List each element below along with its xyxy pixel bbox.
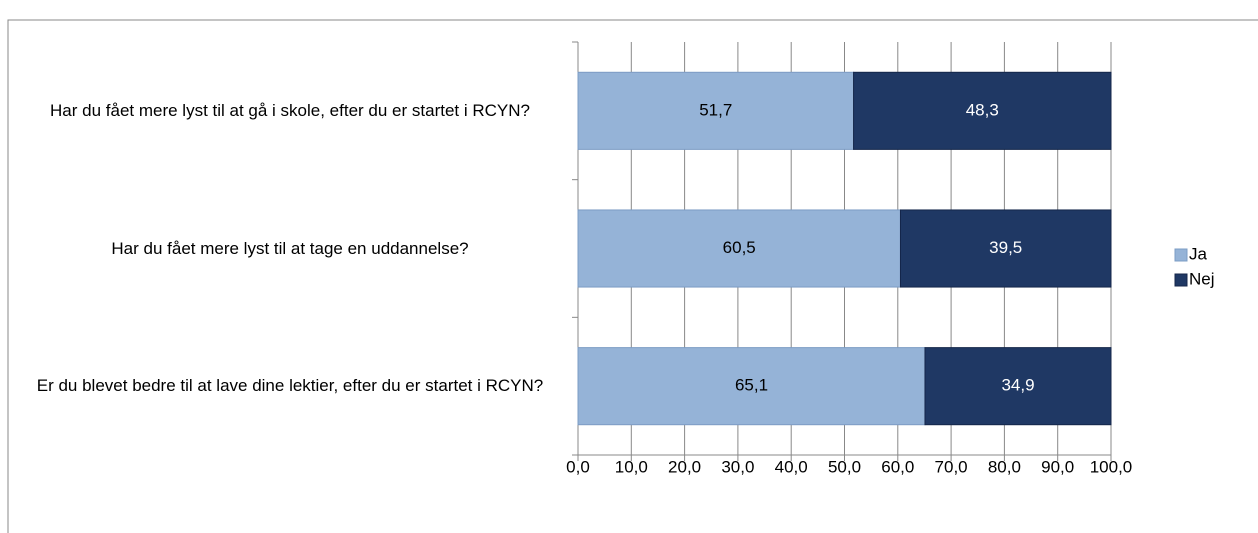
legend-swatch [1174, 273, 1188, 287]
bar [899, 209, 1112, 288]
x-tick-label: 20,0 [668, 457, 701, 476]
legend-label: Nej [1189, 269, 1215, 288]
bar-label: 65,1 [735, 376, 768, 395]
bar [577, 71, 855, 150]
bar-label: 39,5 [989, 238, 1022, 257]
x-tick-label: 100,0 [1090, 457, 1133, 476]
bar-label: 34,9 [1001, 376, 1034, 395]
legend-label: Ja [1189, 244, 1208, 263]
x-tick-label: 10,0 [615, 457, 648, 476]
y-tick-label: Har du fået mere lyst til at gå i skole,… [50, 100, 530, 120]
bar-label: 48,3 [966, 100, 999, 119]
x-tick-label: 50,0 [828, 457, 861, 476]
x-tick-label: 70,0 [935, 457, 968, 476]
chart-frame [7, 19, 1258, 533]
bar-label: 60,5 [723, 238, 756, 257]
y-tick-label: Har du fået mere lyst til at tage en udd… [111, 238, 469, 258]
bar [577, 209, 901, 288]
x-tick-label: 30,0 [721, 457, 754, 476]
bar-label: 51,7 [699, 100, 732, 119]
bar [924, 347, 1112, 426]
x-tick-label: 60,0 [881, 457, 914, 476]
x-tick-label: 40,0 [775, 457, 808, 476]
y-tick-label: Er du blevet bedre til at lave dine lekt… [36, 376, 544, 396]
x-tick-label: 0,0 [566, 457, 590, 476]
bar [853, 71, 1112, 150]
x-tick-label: 90,0 [1041, 457, 1074, 476]
legend-swatch [1174, 248, 1188, 262]
x-tick-label: 80,0 [988, 457, 1021, 476]
bar [577, 347, 926, 426]
